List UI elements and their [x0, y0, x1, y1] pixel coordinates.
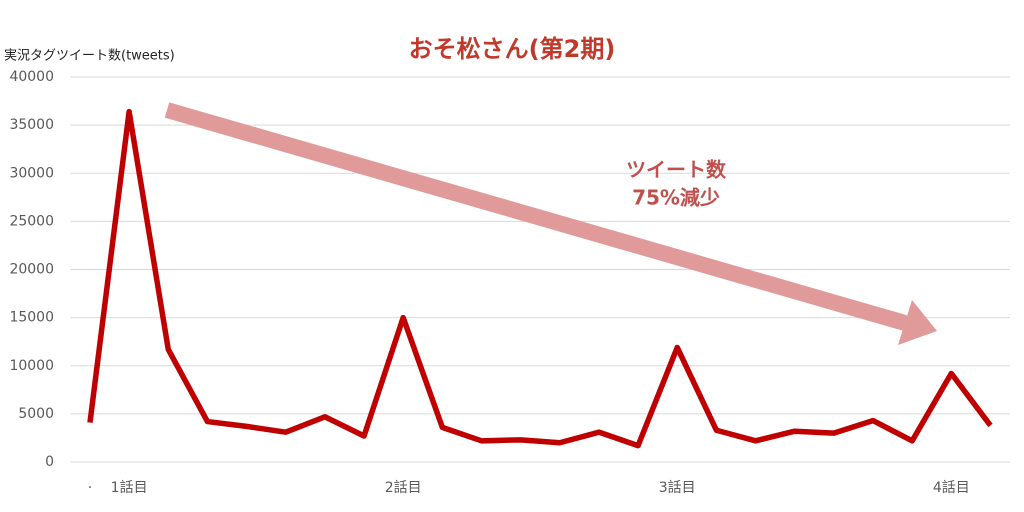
y-tick-label: 10000 [9, 358, 54, 374]
annotation: ツイート数 [626, 158, 727, 182]
y-tick-label: 5000 [18, 406, 54, 422]
y-axis-label: 実況タグツイート数(tweets) [4, 48, 175, 64]
trend-arrow [164, 102, 937, 345]
y-tick-label: 0 [45, 454, 54, 470]
chart-title: おそ松さん(第2期) [409, 35, 616, 63]
data-line [87, 108, 993, 449]
y-tick-label: 15000 [9, 310, 54, 326]
x-tick-label: 2話目 [385, 479, 422, 496]
y-tick-label: 25000 [9, 213, 54, 229]
y-tick-label: 30000 [9, 165, 54, 181]
x-tick-label: 4話目 [933, 479, 970, 496]
arrow-shaft [164, 102, 908, 331]
y-tick-label: 40000 [9, 69, 54, 85]
arrow-head [898, 300, 937, 345]
y-tick-label: 20000 [9, 262, 54, 278]
x-tick-label: 3話目 [659, 479, 696, 496]
x-tick-label: · [88, 480, 92, 496]
x-tick-label: 1話目 [111, 479, 148, 496]
annotation: 75%減少 [632, 186, 720, 210]
grid [70, 76, 1010, 463]
y-tick-label: 35000 [9, 117, 54, 133]
